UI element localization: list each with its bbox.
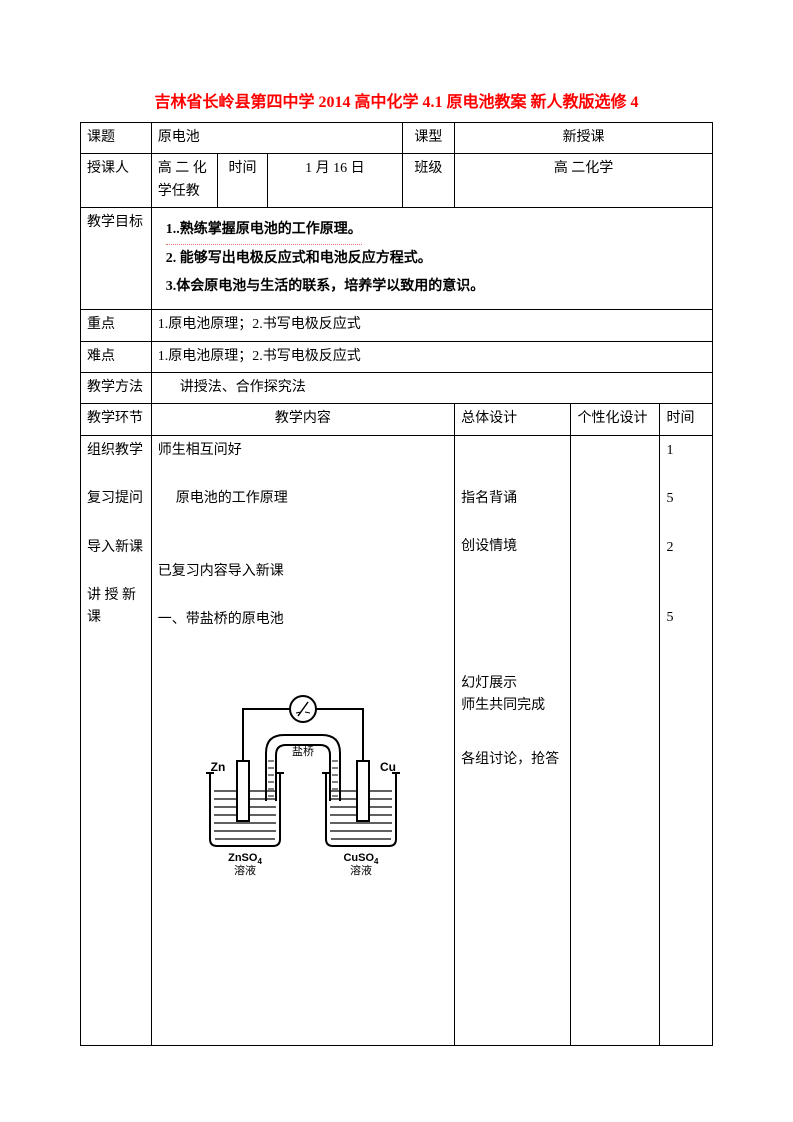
page-title: 吉林省长岭县第四中学 2014 高中化学 4.1 原电池教案 新人教版选修 4 [80, 88, 713, 112]
type-label: 课型 [402, 123, 454, 154]
stage-column: 组织教学 复习提问 导入新课 讲 授 新课 [81, 435, 152, 1045]
row-body: 组织教学 复习提问 导入新课 讲 授 新课 师生相互问好 原电池的工作原理 已复… [81, 435, 713, 1045]
key-label: 重点 [81, 310, 152, 341]
topic-label: 课题 [81, 123, 152, 154]
objectives-content: 1..熟练掌握原电池的工作原理。 2. 能够写出电极反应式和电池反应方程式。 3… [151, 208, 712, 310]
topic-value: 原电池 [151, 123, 402, 154]
stage-3: 导入新课 [87, 537, 145, 559]
hdr-content: 教学内容 [151, 404, 454, 435]
ov-1: 指名背诵 [461, 488, 564, 510]
row-teacher: 授课人 高 二 化学任教 时间 1 月 16 日 班级 高 二化学 [81, 154, 713, 208]
objectives-label: 教学目标 [81, 208, 152, 310]
time-4: 5 [666, 607, 706, 629]
time-label: 时间 [217, 154, 267, 208]
content-2: 原电池的工作原理 [158, 488, 448, 510]
time-1: 1 [666, 440, 706, 462]
hdr-time: 时间 [660, 404, 713, 435]
row-key: 重点 1.原电池原理；2.书写电极反应式 [81, 310, 713, 341]
content-4: 一、带盐桥的原电池 [158, 609, 448, 631]
ov-5: 各组讨论，抢答 [461, 749, 564, 771]
obj-1: 1..熟练掌握原电池的工作原理。 [166, 216, 362, 245]
cu-label: Cu [380, 760, 396, 774]
row-section-header: 教学环节 教学内容 总体设计 个性化设计 时间 [81, 404, 713, 435]
teacher-label: 授课人 [81, 154, 152, 208]
salt-bridge-svg: 盐桥 [188, 691, 418, 891]
ov-2: 创设情境 [461, 536, 564, 558]
obj-2: 2. 能够写出电极反应式和电池反应方程式。 [166, 245, 706, 273]
teacher-value: 高 二 化学任教 [151, 154, 217, 208]
method-label: 教学方法 [81, 372, 152, 403]
content-3: 已复习内容导入新课 [158, 561, 448, 583]
key-value: 1.原电池原理；2.书写电极反应式 [151, 310, 712, 341]
svg-text:ZnSO4: ZnSO4 [228, 852, 262, 866]
hdr-stage: 教学环节 [81, 404, 152, 435]
content-1: 师生相互问好 [158, 440, 448, 462]
circuit-diagram: 盐桥 [158, 631, 448, 899]
difficult-value: 1.原电池原理；2.书写电极反应式 [151, 341, 712, 372]
svg-text:CuSO4: CuSO4 [343, 852, 379, 866]
difficult-label: 难点 [81, 341, 152, 372]
bridge-label: 盐桥 [292, 745, 314, 758]
svg-text:溶液: 溶液 [234, 863, 256, 877]
type-value: 新授课 [455, 123, 713, 154]
lesson-plan-table: 课题 原电池 课型 新授课 授课人 高 二 化学任教 时间 1 月 16 日 班… [80, 122, 713, 1046]
row-objectives: 教学目标 1..熟练掌握原电池的工作原理。 2. 能够写出电极反应式和电池反应方… [81, 208, 713, 310]
zn-label: Zn [211, 760, 226, 774]
stage-1: 组织教学 [87, 440, 145, 462]
overall-column: 指名背诵 创设情境 幻灯展示 师生共同完成 各组讨论，抢答 [455, 435, 571, 1045]
row-difficult: 难点 1.原电池原理；2.书写电极反应式 [81, 341, 713, 372]
personal-column [571, 435, 660, 1045]
svg-text:溶液: 溶液 [350, 863, 372, 877]
ov-3: 幻灯展示 [461, 673, 564, 695]
time-column: 1 5 2 5 [660, 435, 713, 1045]
class-label: 班级 [402, 154, 454, 208]
time-value: 1 月 16 日 [268, 154, 403, 208]
hdr-overall: 总体设计 [455, 404, 571, 435]
row-topic: 课题 原电池 课型 新授课 [81, 123, 713, 154]
time-3: 2 [666, 537, 706, 559]
method-value: 讲授法、合作探究法 [151, 372, 712, 403]
stage-4: 讲 授 新课 [87, 585, 145, 630]
hdr-personal: 个性化设计 [571, 404, 660, 435]
content-column: 师生相互问好 原电池的工作原理 已复习内容导入新课 一、带盐桥的原电池 [151, 435, 454, 1045]
time-2: 5 [666, 488, 706, 510]
class-value: 高 二化学 [455, 154, 713, 208]
obj-3: 3.体会原电池与生活的联系，培养学以致用的意识。 [166, 273, 706, 301]
ov-4: 师生共同完成 [461, 695, 564, 717]
stage-2: 复习提问 [87, 488, 145, 510]
row-method: 教学方法 讲授法、合作探究法 [81, 372, 713, 403]
